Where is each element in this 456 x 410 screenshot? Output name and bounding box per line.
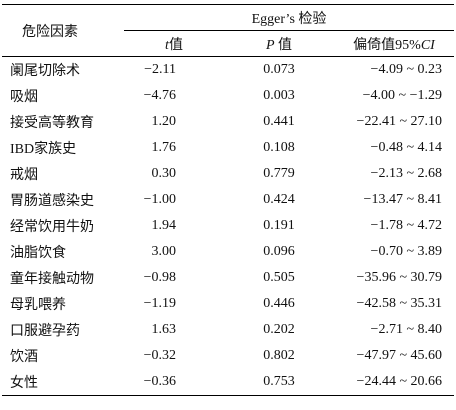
table-row: 口服避孕药 1.63 0.202 −2.71 ~ 8.40 [2,317,454,343]
header-text: CI [420,37,435,53]
table-cell: 0.096 [263,244,295,259]
table-cell: 母乳喂养 [10,298,66,313]
table-cell: 0.802 [263,348,295,363]
factor-header: 危险因素 [2,4,124,57]
table-cell: 经常饮用牛奶 [10,220,94,235]
table-cell: −22.41 ~ 27.10 [356,114,443,129]
table-cell: −0.36 [124,369,224,396]
page: 危险因素 Egger’s 检验 t值 P 值偏倚值95%CI 阑尾切除术 −2.11… [0,4,456,410]
table-cell: 0.108 [263,140,295,155]
table-row: 接受高等教育 1.20 0.441 −22.41 ~ 27.10 [2,109,454,135]
table-cell: IBD家族史 [10,142,77,157]
table-cell: 0.446 [263,296,295,311]
table-cell: −4.00 ~ −1.29 [362,88,443,103]
table-cell: −1.00 [143,192,176,207]
table-cell: −0.98 [143,270,176,285]
table-row: 阑尾切除术 −2.11 0.073 −4.09 ~ 0.23 [2,57,454,84]
header-text: 值 [168,37,183,53]
table-cell: 阑尾切除术 [10,64,80,79]
table-cell: 口服避孕药 [10,324,80,339]
table-cell: 接受高等教育 [10,116,94,131]
table-cell: −13.47 ~ 8.41 [363,192,443,207]
table-cell: 0.753 [224,369,334,396]
column-header: t值 [124,30,224,57]
table-cell: 0.202 [263,322,295,337]
table-cell: 0.424 [263,192,295,207]
table-cell: 3.00 [151,244,177,259]
table-cell: −47.97 ~ 45.60 [356,348,443,363]
table-cell: −4.76 [143,88,176,103]
table-row: 经常饮用牛奶 1.94 0.191 −1.78 ~ 4.72 [2,213,454,239]
table-cell: 0.505 [263,270,295,285]
table-row: 吸烟 −4.76 0.003 −4.00 ~ −1.29 [2,83,454,109]
table-cell: −2.71 ~ 8.40 [370,322,443,337]
table-cell: −2.13 ~ 2.68 [370,166,443,181]
table-cell: 0.441 [263,114,295,129]
table-cell: −0.70 ~ 3.89 [370,244,443,259]
table-row: 戒烟 0.30 0.779 −2.13 ~ 2.68 [2,161,454,187]
table-cell: 0.30 [151,166,177,181]
table-cell: −2.11 [144,62,176,77]
table-row: 油脂饮食 3.00 0.096 −0.70 ~ 3.89 [2,239,454,265]
table-cell: 油脂饮食 [10,246,66,261]
column-header: 偏倚值95%CI [334,30,455,57]
table-cell: 0.073 [263,62,295,77]
table-cell: −42.58 ~ 35.31 [356,296,443,311]
table-cell: −1.19 [143,296,176,311]
table-cell: 胃肠道感染史 [10,194,94,209]
table-cell: 1.63 [151,322,177,337]
table-row: 童年接触动物 −0.98 0.505 −35.96 ~ 30.79 [2,265,454,291]
egger-table: 危险因素 Egger’s 检验 t值 P 值偏倚值95%CI 阑尾切除术 −2.11… [2,4,455,396]
table-cell: −0.32 [143,348,176,363]
table-cell: 0.779 [263,166,295,181]
table-row: 女性 −0.36 0.753 −24.44 ~ 20.66 [2,369,455,396]
table-cell: 女性 [2,369,124,396]
table-cell: 1.76 [151,140,177,155]
table-row: IBD家族史 1.76 0.108 −0.48 ~ 4.14 [2,135,454,161]
column-header: P 值 [224,30,334,57]
header-text: 值 [274,37,293,53]
table-cell: 1.94 [151,218,177,233]
header-text: t [165,37,169,53]
table-cell: −0.48 ~ 4.14 [370,140,443,155]
group-header: Egger’s 检验 [124,4,455,31]
table-cell: −24.44 ~ 20.66 [334,369,455,396]
table-row: 饮酒 −0.32 0.802 −47.97 ~ 45.60 [2,343,454,369]
header-text: 偏倚值95% [353,37,421,53]
table-cell: −4.09 ~ 0.23 [370,62,443,77]
table-cell: 戒烟 [10,168,38,183]
table-cell: 饮酒 [10,350,38,365]
header-text: P [265,37,275,53]
table-cell: 0.191 [263,218,295,233]
table-cell: 1.20 [151,114,177,129]
table-cell: −1.78 ~ 4.72 [370,218,443,233]
table-row: 母乳喂养 −1.19 0.446 −42.58 ~ 35.31 [2,291,454,317]
table-cell: 0.003 [263,88,295,103]
table-cell: −35.96 ~ 30.79 [356,270,443,285]
table-row: 胃肠道感染史 −1.00 0.424 −13.47 ~ 8.41 [2,187,454,213]
table-cell: 童年接触动物 [10,272,94,287]
table-cell: 吸烟 [10,90,38,105]
